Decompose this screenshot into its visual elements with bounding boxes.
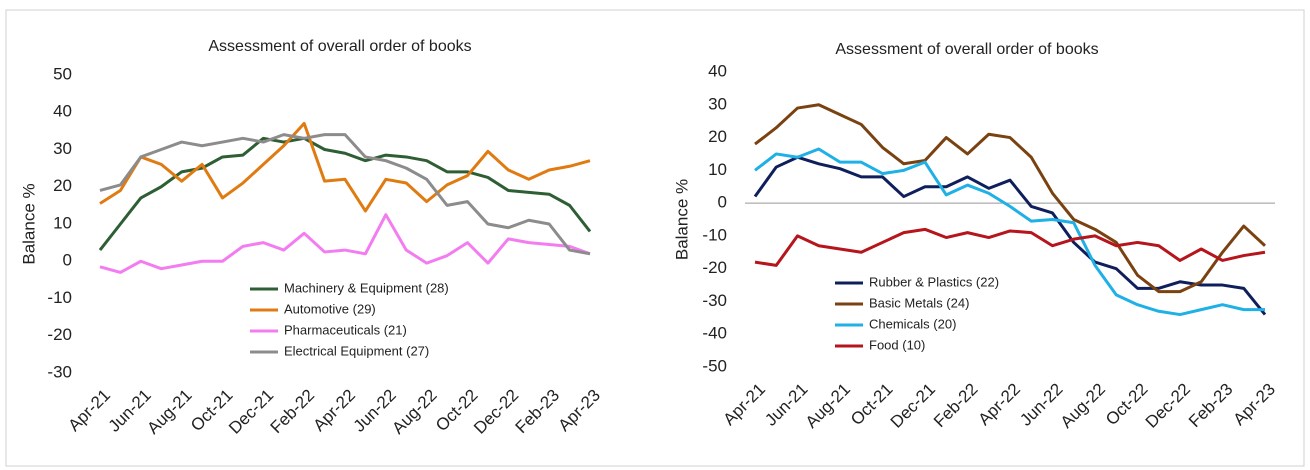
legend-label: Basic Metals (24) (869, 295, 969, 310)
y-tick-label: 10 (708, 160, 727, 179)
y-tick-label: -50 (702, 356, 727, 375)
x-tick-label: Aug-22 (1057, 380, 1109, 432)
chart-title: Assessment of overall order of books (208, 38, 471, 55)
y-axis-label: Balance % (19, 183, 38, 264)
y-tick-label: 30 (53, 139, 72, 158)
y-axis-label: Balance % (672, 179, 691, 260)
y-tick-label: -20 (47, 325, 72, 344)
x-tick-label: Aug-21 (143, 386, 195, 438)
x-tick-label: Aug-21 (802, 380, 854, 432)
x-tick-label: Apr-21 (719, 380, 769, 430)
x-tick-label: Feb-23 (512, 386, 564, 438)
y-tick-label: -10 (702, 225, 727, 244)
x-tick-label: Apr-23 (554, 386, 604, 436)
y-tick-label: 50 (53, 64, 72, 83)
y-tick-label: 0 (63, 251, 72, 270)
x-tick-label: Aug-22 (388, 386, 440, 438)
series-line (754, 103, 1267, 294)
x-tick-label: Dec-21 (225, 386, 277, 438)
legend-label: Chemicals (20) (869, 316, 956, 331)
x-tick-label: Jun-22 (1016, 380, 1066, 430)
series-line (98, 136, 592, 251)
legend-label: Food (10) (869, 337, 925, 352)
series-line (753, 155, 1267, 316)
y-tick-label: -30 (47, 362, 72, 381)
legend-label: Electrical Equipment (27) (284, 343, 429, 358)
x-tick-label: Apr-21 (64, 386, 114, 436)
legend-label: Machinery & Equipment (28) (284, 280, 449, 295)
y-tick-label: 40 (53, 102, 72, 121)
chart-title: Assessment of overall order of books (835, 41, 1098, 58)
x-tick-label: Feb-23 (1185, 380, 1237, 432)
y-tick-label: 0 (718, 193, 727, 212)
frame (5, 9, 1305, 467)
x-tick-label: Apr-22 (974, 380, 1024, 430)
series-line (99, 121, 591, 213)
x-tick-label: Apr-23 (1229, 380, 1279, 430)
series-line (754, 227, 1266, 267)
x-tick-label: Dec-22 (1142, 380, 1194, 432)
series-line (99, 133, 591, 256)
series-line (99, 213, 591, 274)
legend-label: Rubber & Plastics (22) (869, 274, 999, 289)
y-tick-label: -10 (47, 288, 72, 307)
y-tick-label: 20 (708, 127, 727, 146)
y-tick-label: -30 (702, 291, 727, 310)
y-tick-label: -40 (702, 324, 727, 343)
x-tick-label: Feb-22 (267, 386, 319, 438)
y-tick-label: 20 (53, 176, 72, 195)
x-tick-label: Dec-21 (887, 380, 939, 432)
legend-label: Pharmaceuticals (21) (284, 322, 407, 337)
x-tick-label: Apr-22 (309, 386, 359, 436)
y-tick-label: 10 (53, 213, 72, 232)
x-tick-label: Feb-22 (930, 380, 982, 432)
x-tick-label: Jun-21 (761, 380, 811, 430)
x-tick-label: Dec-22 (470, 386, 522, 438)
y-tick-label: 30 (708, 94, 727, 113)
y-tick-label: 40 (708, 61, 727, 80)
legend-label: Automotive (29) (284, 301, 376, 316)
series-line (754, 147, 1265, 317)
y-tick-label: -20 (702, 258, 727, 277)
